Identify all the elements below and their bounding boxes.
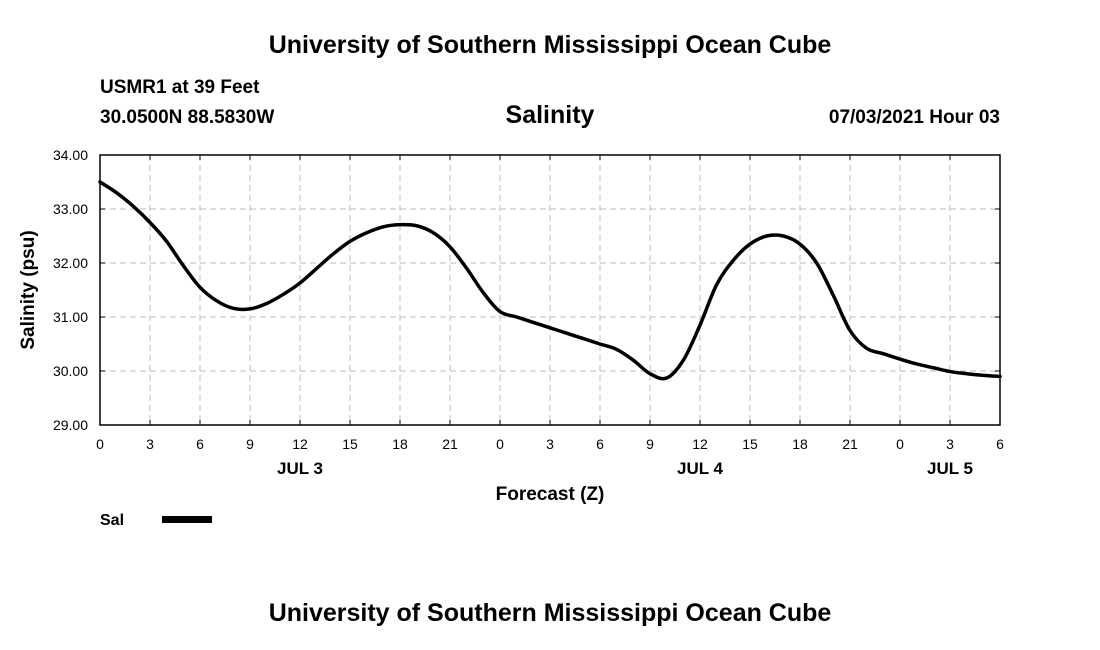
x-axis-label: Forecast (Z) [496,484,605,505]
y-tick-label: 31.00 [53,309,88,325]
page-title: University of Southern Mississippi Ocean… [268,31,832,59]
x-tick-label: 9 [246,436,254,452]
salinity-series-line [98,180,1002,381]
x-tick-label: 21 [442,436,458,452]
grid [100,155,1000,425]
x-tick-label: 18 [392,436,408,452]
legend-swatch [162,516,212,523]
date-label: JUL 3 [277,459,323,478]
x-tick-label: 3 [946,436,954,452]
x-tick-label: 18 [792,436,808,452]
x-tick-label: 3 [546,436,554,452]
legend-label: Sal [100,512,124,529]
y-tick-label: 30.00 [53,363,88,379]
axis-ticks [99,154,1001,426]
x-tick-label: 0 [896,436,904,452]
y-tick-label: 33.00 [53,201,88,217]
footer-title: University of Southern Mississippi Ocean… [268,599,832,627]
x-tick-label: 12 [292,436,308,452]
x-tick-label: 21 [842,436,858,452]
y-tick-label: 34.00 [53,147,88,163]
y-tick-label: 32.00 [53,255,88,271]
y-axis-label: Salinity (psu) [18,230,39,349]
station-coordinates: 30.0500N 88.5830W [100,107,275,128]
y-tick-label: 29.00 [53,417,88,433]
forecast-datetime: 07/03/2021 Hour 03 [828,107,1000,128]
axis-tick-labels: 0 3 6 9 12 15 18 21 0 3 6 9 12 15 18 21 0 3 6 29.00 30.00 31.… [53,147,1004,478]
x-tick-label: 0 [496,436,504,452]
chart-title: Salinity [505,101,595,129]
x-tick-label: 15 [742,436,758,452]
x-tick-label: 6 [996,436,1004,452]
date-label: JUL 5 [927,459,973,478]
x-tick-label: 6 [196,436,204,452]
x-tick-label: 0 [96,436,104,452]
station-label: USMR1 at 39 Feet [100,77,260,98]
x-tick-label: 15 [342,436,358,452]
x-tick-label: 12 [692,436,708,452]
x-tick-label: 6 [596,436,604,452]
x-tick-label: 3 [146,436,154,452]
x-tick-label: 9 [646,436,654,452]
date-label: JUL 4 [677,459,724,478]
